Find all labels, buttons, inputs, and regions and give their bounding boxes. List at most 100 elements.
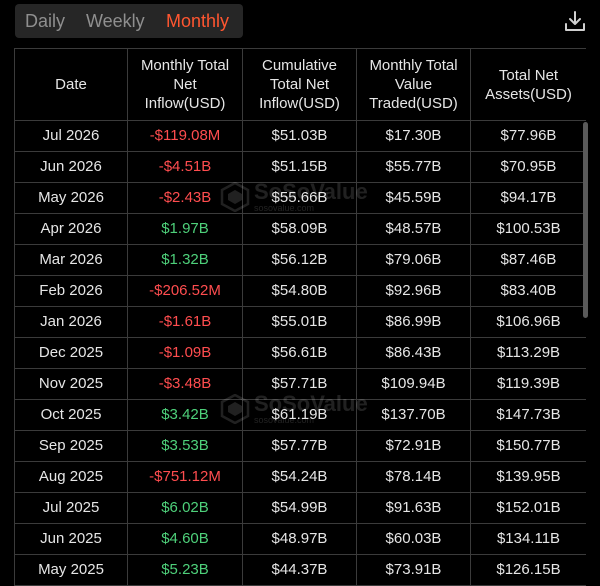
date-cell: Jun 2025 (14, 523, 128, 555)
date-cell: Mar 2026 (14, 244, 128, 276)
value-traded-cell: $78.14B (356, 461, 471, 493)
value-traded-cell: $79.06B (356, 244, 471, 276)
tab-monthly[interactable]: Monthly (166, 11, 230, 31)
net-inflow-cell: $4.60B (127, 523, 243, 555)
column-header-line: Monthly Total (140, 57, 230, 74)
value-traded-cell: $92.96B (356, 275, 471, 307)
column-header: Monthly Total Value Traded(USD) (356, 48, 471, 121)
date-cell: Dec 2025 (14, 337, 128, 369)
column-header-line: Assets(USD) (485, 85, 572, 103)
net-inflow-cell: -$2.43B (127, 182, 243, 214)
date-cell: May 2026 (14, 182, 128, 214)
cumulative-inflow-cell: $56.61B (242, 337, 357, 369)
column-header-line: Total Net (498, 66, 559, 84)
value-traded-cell: $72.91B (356, 430, 471, 462)
date-cell: Nov 2025 (14, 368, 128, 400)
cumulative-inflow-cell: $55.66B (242, 182, 357, 214)
column-header-line: Inflow(USD) (144, 95, 226, 112)
cumulative-inflow-cell: $44.37B (242, 554, 357, 586)
table-row: Jan 2026 -$1.61B $55.01B $86.99B $106.96B (14, 306, 586, 338)
net-inflow-cell: -$751.12M (127, 461, 243, 493)
table-row: Sep 2025 $3.53B $57.77B $72.91B $150.77B (14, 430, 586, 462)
value-traded-cell: $48.57B (356, 213, 471, 245)
value-traded-cell: $45.59B (356, 182, 471, 214)
column-header-line: Cumulative (261, 57, 338, 74)
column-header: Cumulative Total Net Inflow(USD) (242, 48, 357, 121)
net-assets-cell: $106.96B (470, 306, 586, 338)
value-traded-cell: $60.03B (356, 523, 471, 555)
value-traded-cell: $55.77B (356, 151, 471, 183)
cumulative-inflow-cell: $57.71B (242, 368, 357, 400)
cumulative-inflow-cell: $61.19B (242, 399, 357, 431)
column-header: Monthly Total Net Inflow(USD) (127, 48, 243, 121)
date-cell: Apr 2026 (14, 213, 128, 245)
column-header-line: Value (394, 76, 433, 93)
cumulative-inflow-cell: $56.12B (242, 244, 357, 276)
table-scrollbar[interactable] (583, 122, 588, 318)
tab-daily[interactable]: Daily (25, 11, 66, 31)
table-row: Nov 2025 -$3.48B $57.71B $109.94B $119.39B (14, 368, 586, 400)
table-row: Oct 2025 $3.42B $61.19B $137.70B $147.73B (14, 399, 586, 431)
download-icon[interactable] (564, 10, 586, 32)
period-tabs: Daily Weekly Monthly (15, 4, 243, 38)
date-cell: Jul 2026 (14, 120, 128, 152)
net-inflow-cell: -$1.09B (127, 337, 243, 369)
net-assets-cell: $119.39B (470, 368, 586, 400)
column-header-line: Total Net (269, 76, 330, 93)
etf-flow-table-container: Date Monthly Total Net Inflow(USD) Cumulativ… (14, 48, 586, 586)
net-assets-cell: $126.15B (470, 554, 586, 586)
net-inflow-cell: $5.23B (127, 554, 243, 586)
value-traded-cell: $86.99B (356, 306, 471, 338)
column-header-line: Net (173, 76, 197, 93)
date-cell: Jan 2026 (14, 306, 128, 338)
net-assets-cell: $152.01B (470, 492, 586, 524)
net-assets-cell: $150.77B (470, 430, 586, 462)
net-assets-cell: $94.17B (470, 182, 586, 214)
net-assets-cell: $139.95B (470, 461, 586, 493)
net-assets-cell: $87.46B (470, 244, 586, 276)
column-header-line: Inflow(USD) (259, 95, 340, 112)
table-row: Feb 2026 -$206.52M $54.80B $92.96B $83.40B (14, 275, 586, 307)
value-traded-cell: $73.91B (356, 554, 471, 586)
table-row: May 2026 -$2.43B $55.66B $45.59B $94.17B (14, 182, 586, 214)
net-inflow-cell: -$206.52M (127, 275, 243, 307)
date-cell: Oct 2025 (14, 399, 128, 431)
date-cell: Jun 2026 (14, 151, 128, 183)
column-header-line: Monthly Total (369, 57, 458, 74)
column-header-line: Date (55, 76, 87, 93)
value-traded-cell: $137.70B (356, 399, 471, 431)
net-assets-cell: $70.95B (470, 151, 586, 183)
value-traded-cell: $86.43B (356, 337, 471, 369)
cumulative-inflow-cell: $58.09B (242, 213, 357, 245)
net-assets-cell: $100.53B (470, 213, 586, 245)
table-row: Jun 2025 $4.60B $48.97B $60.03B $134.11B (14, 523, 586, 555)
value-traded-cell: $109.94B (356, 368, 471, 400)
net-inflow-cell: -$119.08M (127, 120, 243, 152)
cumulative-inflow-cell: $51.15B (242, 151, 357, 183)
cumulative-inflow-cell: $51.03B (242, 120, 357, 152)
table-row: Jun 2026 -$4.51B $51.15B $55.77B $70.95B (14, 151, 586, 183)
download-icon-graphic (565, 11, 585, 31)
net-inflow-cell: -$1.61B (127, 306, 243, 338)
cumulative-inflow-cell: $48.97B (242, 523, 357, 555)
net-inflow-cell: $3.42B (127, 399, 243, 431)
table-body: Jul 2026 -$119.08M $51.03B $17.30B $77.96B Ju… (14, 120, 586, 586)
column-header-line: Traded(USD) (369, 95, 458, 112)
net-inflow-cell: $1.32B (127, 244, 243, 276)
net-assets-cell: $83.40B (470, 275, 586, 307)
table-row: Apr 2026 $1.97B $58.09B $48.57B $100.53B (14, 213, 586, 245)
net-inflow-cell: $6.02B (127, 492, 243, 524)
net-assets-cell: $77.96B (470, 120, 586, 152)
column-header: Date (14, 48, 128, 121)
table-row: Mar 2026 $1.32B $56.12B $79.06B $87.46B (14, 244, 586, 276)
tab-weekly[interactable]: Weekly (86, 11, 145, 31)
net-assets-cell: $147.73B (470, 399, 586, 431)
cumulative-inflow-cell: $54.24B (242, 461, 357, 493)
table-row: May 2025 $5.23B $44.37B $73.91B $126.15B (14, 554, 586, 586)
cumulative-inflow-cell: $54.80B (242, 275, 357, 307)
net-inflow-cell: -$3.48B (127, 368, 243, 400)
net-inflow-cell: -$4.51B (127, 151, 243, 183)
date-cell: Aug 2025 (14, 461, 128, 493)
date-cell: Sep 2025 (14, 430, 128, 462)
net-assets-cell: $134.11B (470, 523, 586, 555)
